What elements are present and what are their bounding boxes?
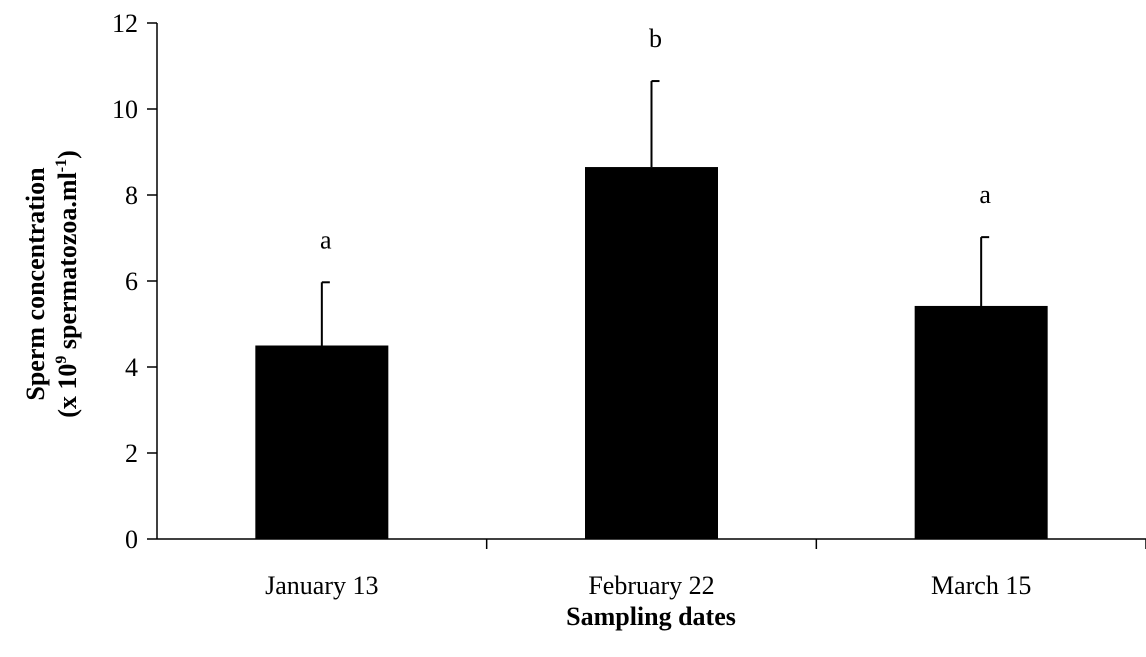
y-axis-title-exponent: 9: [53, 356, 70, 364]
y-tick-label: 8: [125, 181, 138, 210]
y-tick-label: 6: [125, 267, 138, 296]
significance-label: a: [979, 180, 991, 209]
y-tick-label: 10: [112, 95, 138, 124]
x-category-label: January 13: [265, 571, 378, 600]
bar: [585, 167, 718, 540]
y-tick-label: 4: [125, 353, 138, 382]
significance-label: b: [649, 24, 662, 53]
y-axis-title-suffix: ): [53, 150, 82, 159]
bar: [255, 345, 389, 539]
y-axis-title-exponent2: -1: [53, 159, 70, 172]
y-axis-title-mid: spermatozoa.ml: [53, 172, 82, 355]
y-ticks: 0 2 4 6 8 10 12: [112, 9, 157, 554]
bars: [255, 167, 1048, 540]
y-axis-title: Sperm concentration (x 109 spermatozoa.m…: [21, 150, 82, 418]
x-category-labels: January 13 February 22 March 15: [265, 571, 1031, 600]
bar: [914, 305, 1048, 539]
plot-area: 0 2 4 6 8 10 12 a b a January 13 February 22 March…: [112, 9, 1146, 600]
x-category-label: February 22: [588, 571, 714, 600]
x-category-label: March 15: [931, 571, 1031, 600]
error-bars: [320, 80, 990, 346]
y-tick-label: 0: [125, 525, 138, 554]
significance-labels: a b a: [320, 24, 991, 254]
y-axis-title-line1: Sperm concentration: [21, 167, 50, 401]
x-ticks: [485, 539, 1146, 549]
significance-label: a: [320, 225, 332, 254]
y-axis-title-prefix: (x 10: [53, 364, 82, 418]
x-axis-title: Sampling dates: [566, 602, 736, 631]
y-tick-label: 2: [125, 439, 138, 468]
y-axis-title-line2: (x 109 spermatozoa.ml-1): [53, 150, 82, 418]
y-tick-label: 12: [112, 9, 138, 38]
